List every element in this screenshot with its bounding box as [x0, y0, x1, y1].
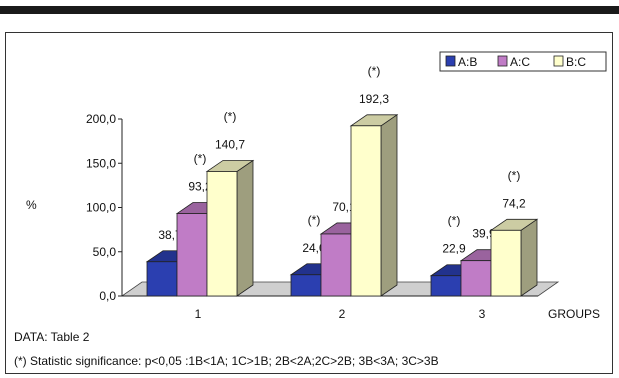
bar [176, 213, 208, 297]
legend-label: A:C [510, 55, 530, 69]
bar [290, 274, 322, 297]
y-tick-label: 50,0 [93, 245, 117, 259]
bar [460, 260, 492, 297]
y-axis-label: % [26, 198, 37, 212]
legend-swatch [445, 55, 456, 67]
top-rule [0, 6, 619, 14]
y-tick-label: 100,0 [86, 201, 116, 215]
data-label: 38,7 [158, 228, 182, 242]
data-label: 74,2 [502, 196, 526, 210]
y-tick-label: 200,0 [86, 112, 116, 126]
chart-frame [5, 32, 613, 374]
significance-mark: (*) [224, 109, 237, 123]
data-label: 24,0 [302, 241, 326, 255]
significance-mark: (*) [308, 213, 321, 227]
data-label: 192,3 [359, 92, 389, 106]
bar [430, 275, 462, 297]
legend-box [439, 51, 607, 72]
data-label: 140,7 [215, 137, 245, 151]
data-label: 22,9 [442, 242, 466, 256]
x-tick-label: 2 [339, 307, 346, 321]
bar-side [520, 218, 538, 297]
x-tick-label: 1 [195, 307, 202, 321]
bar [350, 125, 382, 297]
bar [320, 233, 352, 297]
legend-label: A:B [458, 55, 477, 69]
data-label: 70,1 [332, 200, 356, 214]
y-tick-label: 0,0 [99, 289, 116, 303]
significance-mark: (*) [508, 168, 521, 182]
data-label: 39,9 [472, 227, 496, 241]
bar [206, 171, 238, 297]
significance-mark: (*) [368, 64, 381, 78]
bar [146, 261, 178, 297]
x-tick-label: 3 [479, 307, 486, 321]
significance-mark: (*) [448, 214, 461, 228]
bar-side [380, 114, 398, 297]
significance-mark: (*) [194, 152, 207, 166]
x-axis-label: GROUPS [548, 307, 600, 321]
legend-swatch [553, 55, 564, 67]
bar [490, 229, 522, 297]
data-note: DATA: Table 2 [14, 330, 90, 344]
bar-side [236, 159, 254, 297]
data-label: 93,2 [188, 180, 212, 194]
legend-label: B:C [566, 55, 586, 69]
significance-note: (*) Statistic significance: p<0,05 :1B<1… [14, 354, 439, 368]
legend-swatch [497, 55, 508, 67]
y-tick-label: 150,0 [86, 156, 116, 170]
